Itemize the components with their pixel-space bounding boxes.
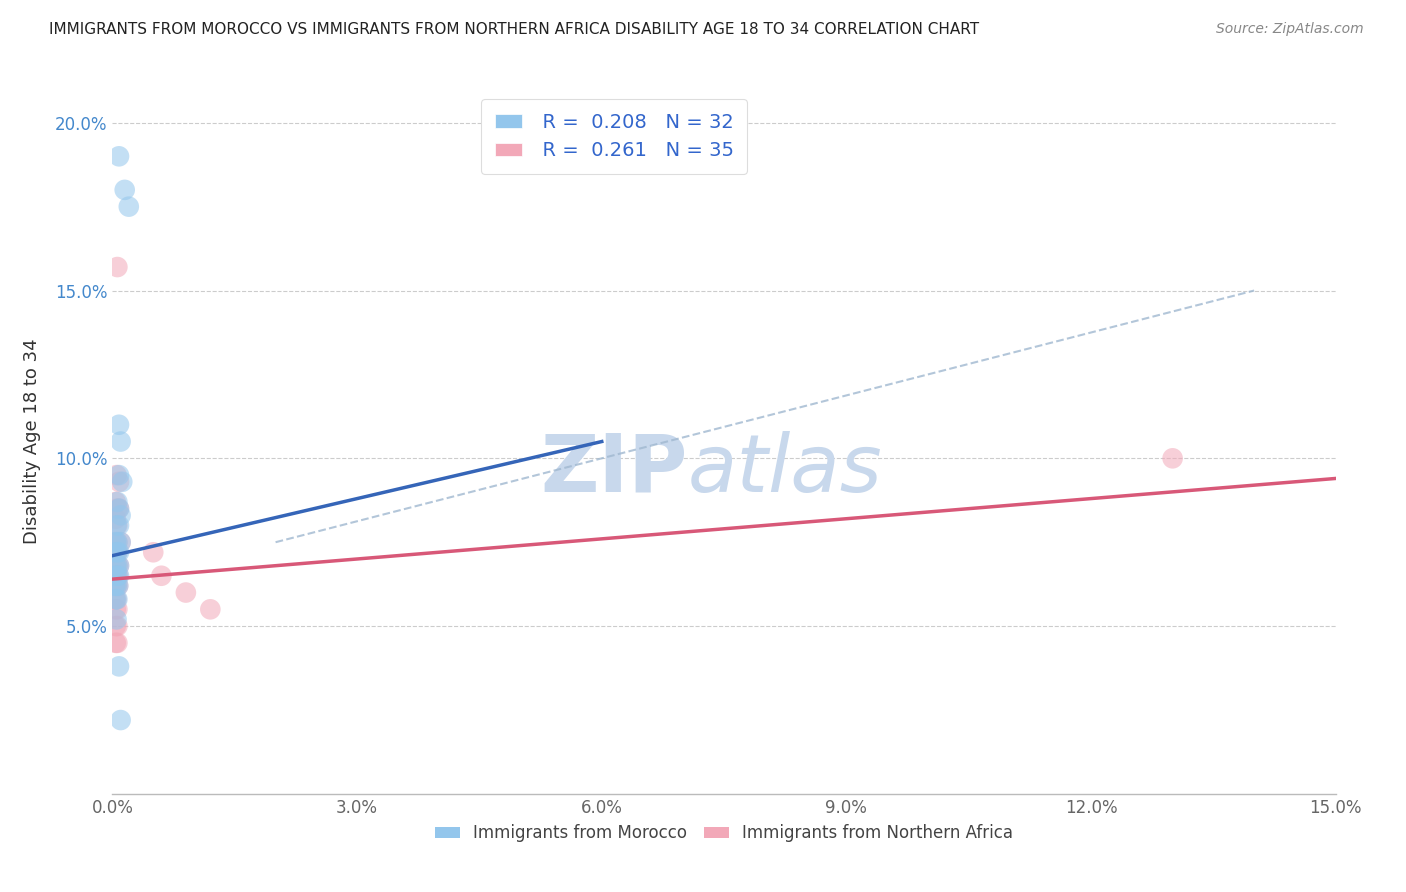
Point — [108, 468, 131, 483]
Point — [104, 545, 127, 559]
Point — [110, 434, 132, 449]
Y-axis label: Disability Age 18 to 34: Disability Age 18 to 34 — [24, 339, 41, 544]
Point — [105, 260, 128, 274]
Point — [104, 579, 127, 593]
Point — [110, 535, 132, 549]
Point — [108, 659, 131, 673]
Point — [105, 592, 128, 607]
Point — [110, 508, 132, 523]
Point — [104, 535, 127, 549]
Point — [200, 602, 222, 616]
Point — [104, 568, 127, 582]
Point — [107, 568, 129, 582]
Point — [105, 619, 128, 633]
Point — [105, 568, 128, 582]
Point — [104, 579, 127, 593]
Point — [105, 501, 128, 516]
Point — [104, 602, 127, 616]
Point — [107, 579, 129, 593]
Point — [108, 558, 131, 573]
Point — [108, 475, 131, 489]
Point — [105, 636, 128, 650]
Point — [105, 545, 128, 559]
Point — [108, 501, 131, 516]
Point — [105, 602, 128, 616]
Point — [105, 568, 128, 582]
Point — [104, 495, 127, 509]
Point — [105, 592, 128, 607]
Point — [174, 585, 197, 599]
Point — [105, 579, 128, 593]
Text: atlas: atlas — [688, 431, 882, 508]
Point — [104, 558, 127, 573]
Point — [111, 475, 134, 489]
Point — [114, 183, 136, 197]
Point — [142, 545, 165, 559]
Point — [108, 149, 131, 163]
Point — [104, 636, 127, 650]
Point — [105, 558, 128, 573]
Point — [104, 592, 127, 607]
Point — [104, 545, 127, 559]
Text: IMMIGRANTS FROM MOROCCO VS IMMIGRANTS FROM NORTHERN AFRICA DISABILITY AGE 18 TO : IMMIGRANTS FROM MOROCCO VS IMMIGRANTS FR… — [49, 22, 980, 37]
Point — [105, 518, 128, 533]
Point — [104, 592, 127, 607]
Text: Source: ZipAtlas.com: Source: ZipAtlas.com — [1216, 22, 1364, 37]
Point — [104, 512, 127, 526]
Point — [108, 417, 131, 432]
Point — [118, 200, 141, 214]
Point — [105, 518, 128, 533]
Point — [105, 468, 128, 483]
Point — [104, 558, 127, 573]
Point — [104, 619, 127, 633]
Point — [108, 568, 131, 582]
Text: ZIP: ZIP — [540, 431, 688, 508]
Point — [110, 535, 132, 549]
Point — [108, 501, 131, 516]
Point — [105, 535, 128, 549]
Point — [105, 545, 128, 559]
Point — [104, 535, 127, 549]
Point — [105, 612, 128, 626]
Point — [105, 579, 128, 593]
Point — [108, 518, 131, 533]
Point — [107, 579, 129, 593]
Point — [108, 558, 131, 573]
Point — [105, 495, 128, 509]
Point — [150, 568, 173, 582]
Point — [105, 535, 128, 549]
Point — [104, 568, 127, 582]
Point — [110, 713, 132, 727]
Point — [105, 558, 128, 573]
Point — [108, 545, 131, 559]
Point — [1161, 451, 1184, 466]
Legend: Immigrants from Morocco, Immigrants from Northern Africa: Immigrants from Morocco, Immigrants from… — [429, 818, 1019, 849]
